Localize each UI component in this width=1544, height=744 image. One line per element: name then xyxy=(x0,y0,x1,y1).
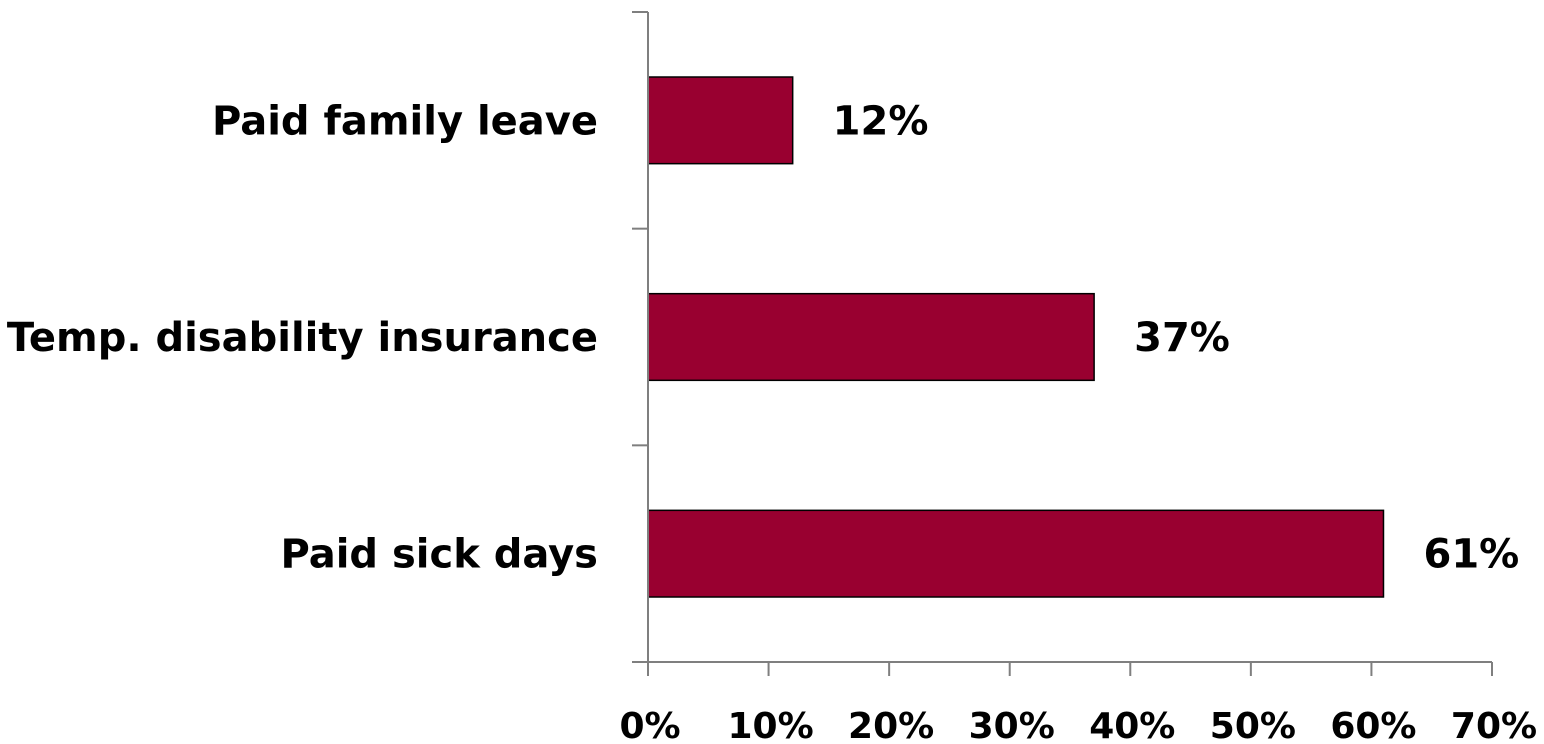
x-tick-label: 10% xyxy=(727,706,813,744)
axes-layer xyxy=(632,11,1493,676)
category-label: Temp. disability insurance xyxy=(7,315,598,361)
x-tick-label: 0% xyxy=(619,706,680,744)
x-tick-label: 50% xyxy=(1210,706,1296,744)
x-tick-label: 60% xyxy=(1330,706,1416,744)
data-label: 12% xyxy=(833,98,929,144)
x-tick-label: 30% xyxy=(969,706,1055,744)
bar xyxy=(647,76,794,165)
bar xyxy=(647,292,1095,382)
x-tick-label: 20% xyxy=(848,706,934,744)
x-tick-label: 40% xyxy=(1089,706,1175,744)
data-label: 61% xyxy=(1423,532,1519,578)
bar xyxy=(647,509,1385,598)
category-label: Paid family leave xyxy=(212,98,598,144)
labels-layer: 0% 10% 20% 30% 40% 50% 60% 70% Paid family leave… xyxy=(7,98,1537,744)
bars-layer xyxy=(647,76,1385,598)
x-tick-label: 70% xyxy=(1451,706,1537,744)
category-label: Paid sick days xyxy=(280,532,598,578)
data-label: 37% xyxy=(1134,315,1230,361)
